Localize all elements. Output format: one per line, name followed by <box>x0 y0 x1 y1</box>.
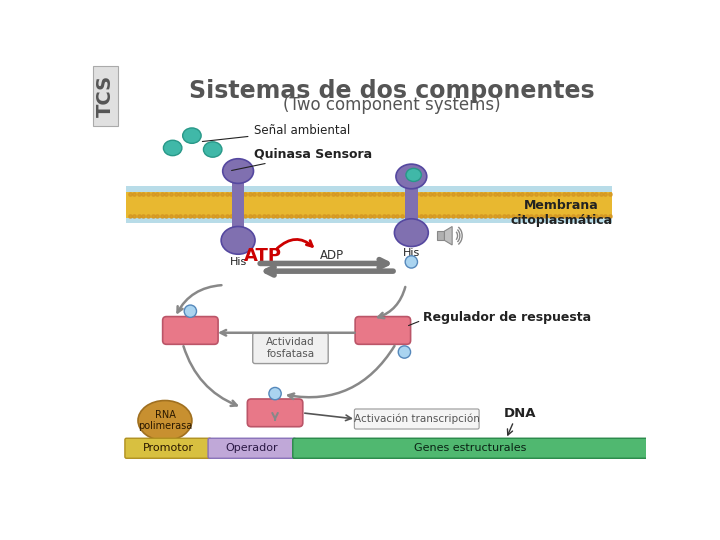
Bar <box>127 192 611 218</box>
Text: RNA
polimerasa: RNA polimerasa <box>138 410 192 431</box>
FancyBboxPatch shape <box>248 399 303 427</box>
Text: P: P <box>187 307 194 316</box>
FancyBboxPatch shape <box>355 316 410 345</box>
Circle shape <box>269 387 282 400</box>
Ellipse shape <box>406 168 421 181</box>
Circle shape <box>398 346 410 358</box>
Text: His: His <box>402 248 420 258</box>
Circle shape <box>405 256 418 268</box>
Text: (Two component systems): (Two component systems) <box>283 96 501 113</box>
Ellipse shape <box>396 164 427 189</box>
Ellipse shape <box>395 219 428 247</box>
Text: Operador: Operador <box>225 443 278 453</box>
FancyBboxPatch shape <box>253 333 328 363</box>
Polygon shape <box>444 226 452 245</box>
Text: Sistemas de dos componentes: Sistemas de dos componentes <box>189 79 595 103</box>
Text: Quinasa Sensora: Quinasa Sensora <box>232 147 372 171</box>
FancyBboxPatch shape <box>293 438 648 458</box>
Text: P: P <box>271 389 279 398</box>
Bar <box>437 231 444 240</box>
Ellipse shape <box>183 128 201 143</box>
Text: Activación transcripción: Activación transcripción <box>354 414 480 424</box>
Ellipse shape <box>222 159 253 184</box>
Bar <box>127 218 611 224</box>
Text: Regulador de respuesta: Regulador de respuesta <box>423 311 591 324</box>
Text: DNA: DNA <box>504 407 536 420</box>
Ellipse shape <box>138 401 192 441</box>
Text: ADP: ADP <box>320 249 344 262</box>
Text: ATP: ATP <box>244 247 282 265</box>
Text: Promotor: Promotor <box>143 443 194 453</box>
Text: TCS: TCS <box>96 75 115 117</box>
Text: Señal ambiental: Señal ambiental <box>202 124 350 141</box>
Text: Membrana
citoplasmática: Membrana citoplasmática <box>510 199 613 227</box>
FancyBboxPatch shape <box>354 409 479 429</box>
FancyBboxPatch shape <box>94 66 118 126</box>
FancyBboxPatch shape <box>163 316 218 345</box>
Ellipse shape <box>163 140 182 156</box>
Text: Genes estructurales: Genes estructurales <box>414 443 526 453</box>
Ellipse shape <box>204 142 222 157</box>
FancyBboxPatch shape <box>208 438 296 458</box>
Bar <box>405 187 418 222</box>
Ellipse shape <box>221 226 255 254</box>
FancyBboxPatch shape <box>125 438 211 458</box>
Text: P: P <box>401 348 408 356</box>
Bar <box>127 186 611 192</box>
Bar <box>232 182 244 230</box>
Text: P: P <box>408 258 415 266</box>
Text: His: His <box>230 257 247 267</box>
Circle shape <box>184 305 197 318</box>
Text: Actividad
fosfatasa: Actividad fosfatasa <box>266 338 315 359</box>
